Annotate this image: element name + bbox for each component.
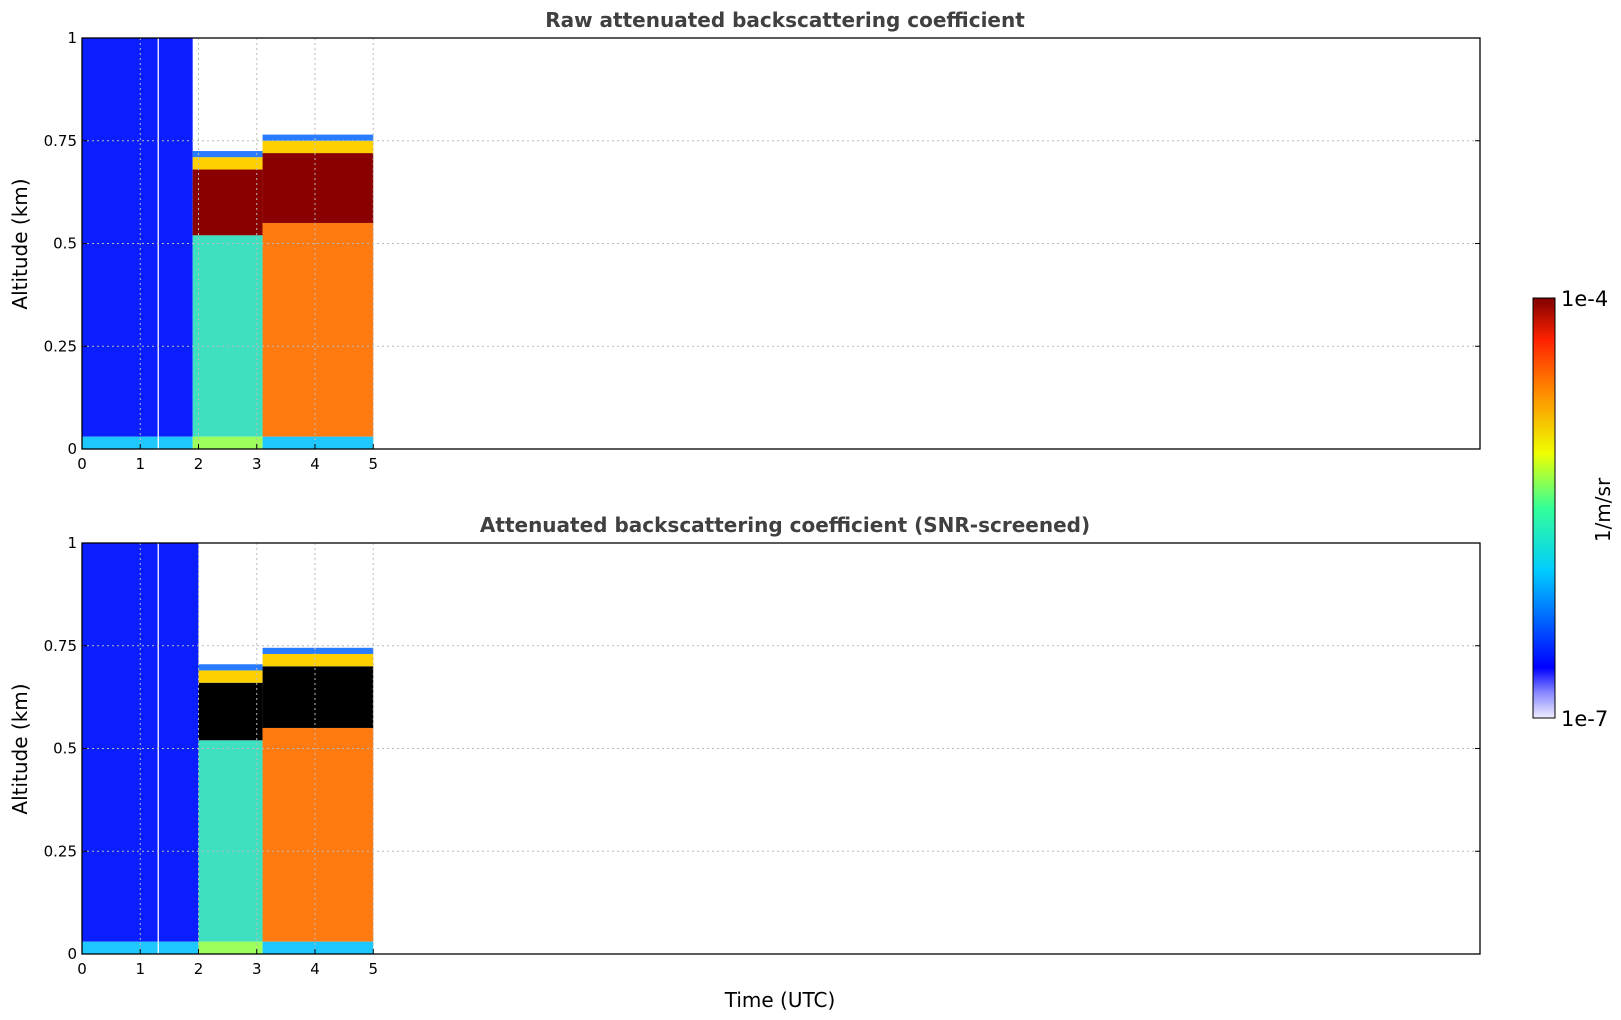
heat-cell-bulk — [157, 543, 159, 942]
x-tick-label: 5 — [368, 960, 378, 978]
heat-cell-layer-edge — [198, 670, 263, 683]
heat-cell-layer-edge — [262, 140, 374, 154]
x-tick-label: 2 — [194, 455, 204, 473]
heat-cell-layer-edge — [262, 647, 374, 654]
heat-cell-bulk — [158, 38, 193, 437]
y-tick-label: 0 — [67, 440, 77, 458]
chart-title: Attenuated backscattering coefficient (S… — [480, 513, 1090, 537]
panel-raw: Raw attenuated backscattering coefficien… — [8, 8, 1481, 473]
x-ticks: 0 1 2 3 4 5 — [77, 949, 378, 978]
y-tick-label: 0.25 — [44, 842, 77, 860]
x-tick-label: 1 — [135, 455, 145, 473]
x-tick-label: 3 — [252, 960, 262, 978]
y-axis-label: Altitude (km) — [8, 683, 32, 814]
colorbar: 1e-4 1e-7 1/m/sr — [1532, 287, 1615, 731]
gridlines — [82, 38, 1480, 449]
heat-cell-surface — [262, 436, 374, 449]
colorbar-min-label: 1e-7 — [1561, 707, 1608, 731]
heat-cell-layer-edge — [192, 157, 263, 170]
heat-cell-bulk — [82, 38, 158, 437]
y-tick-label: 0.25 — [44, 337, 77, 355]
x-tick-label: 0 — [77, 960, 87, 978]
heat-cell-bulk — [157, 38, 159, 437]
y-tick-label: 0.75 — [44, 132, 77, 150]
colorbar-unit-label: 1/m/sr — [1591, 477, 1615, 542]
y-tick-label: 1 — [67, 534, 77, 552]
heat-cell-bulk — [192, 235, 263, 437]
heat-cell-layer — [192, 169, 263, 236]
heatmap-layer — [82, 543, 374, 954]
x-axis-label: Time (UTC) — [724, 988, 836, 1012]
heat-cell-layer-edge — [262, 653, 374, 667]
heat-cell-surface — [198, 941, 263, 954]
x-tick-label: 3 — [252, 455, 262, 473]
y-tick-label: 0.5 — [53, 740, 77, 758]
x-tick-label: 2 — [194, 960, 204, 978]
y-axis-label: Altitude (km) — [8, 178, 32, 309]
heat-cell-layer-edge — [192, 151, 263, 158]
x-tick-label: 0 — [77, 455, 87, 473]
x-tick-label: 4 — [310, 960, 320, 978]
gridlines — [82, 543, 1480, 954]
heat-cell-surface — [82, 436, 158, 449]
y-tick-label: 1 — [67, 29, 77, 47]
heat-cell-bulk — [262, 222, 374, 437]
x-ticks: 0 1 2 3 4 5 — [77, 444, 378, 473]
heat-cell-surface — [192, 436, 263, 449]
heat-cell-layer — [262, 666, 374, 728]
heat-cell-surface — [158, 436, 193, 449]
x-tick-label: 5 — [368, 455, 378, 473]
y-tick-label: 0 — [67, 945, 77, 963]
heat-cell-surface — [262, 941, 374, 954]
heatmap-layer — [82, 38, 374, 449]
x-tick-label: 1 — [135, 960, 145, 978]
chart-title: Raw attenuated backscattering coefficien… — [545, 8, 1025, 32]
heat-cell-layer-edge — [198, 664, 263, 671]
heat-cell-surface — [82, 941, 158, 954]
heat-cell-bulk — [82, 543, 158, 942]
colorbar-gradient — [1532, 297, 1556, 719]
heat-cell-layer — [262, 153, 374, 223]
heat-cell-surface — [157, 436, 159, 449]
y-tick-label: 0.5 — [53, 235, 77, 253]
heat-cell-layer-edge — [262, 134, 374, 141]
heat-cell-layer — [198, 682, 263, 741]
y-ticks: 0 0.25 0.5 0.75 1 — [44, 534, 1480, 963]
heat-cell-surface — [157, 941, 159, 954]
heat-cell-bulk — [198, 740, 263, 942]
heat-cell-bulk — [262, 727, 374, 942]
heat-cell-bulk — [158, 543, 199, 942]
y-tick-label: 0.75 — [44, 637, 77, 655]
panel-screened: Attenuated backscattering coefficient (S… — [8, 513, 1481, 1012]
x-tick-label: 4 — [310, 455, 320, 473]
y-ticks: 0 0.25 0.5 0.75 1 — [44, 29, 1480, 458]
colorbar-max-label: 1e-4 — [1561, 287, 1608, 311]
heat-cell-surface — [158, 941, 199, 954]
